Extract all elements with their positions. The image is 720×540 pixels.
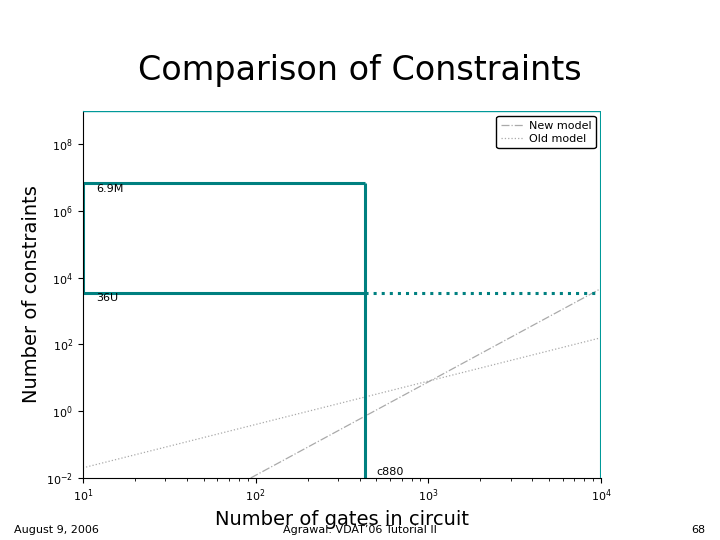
Text: August 9, 2006: August 9, 2006 [14, 524, 99, 535]
Legend: New model, Old model: New model, Old model [496, 116, 595, 148]
Old model [455, 370, 464, 376]
Text: 6.9M: 6.9M [96, 184, 124, 194]
Old model [248, 422, 256, 429]
Text: Agrawal: VDAT’06 Tutorial II: Agrawal: VDAT’06 Tutorial II [283, 524, 437, 535]
Text: c880: c880 [377, 467, 404, 477]
Text: Comparison of Constraints: Comparison of Constraints [138, 54, 582, 87]
New model [284, 455, 292, 461]
Y-axis label: Number of constraints: Number of constraints [22, 185, 40, 403]
New model [597, 285, 606, 292]
Old model [453, 370, 462, 377]
Old model [78, 464, 87, 471]
New model [248, 474, 256, 481]
New model [141, 532, 150, 538]
Line: Old model: Old model [83, 338, 601, 468]
Old model [284, 413, 292, 420]
New model [453, 363, 462, 370]
New model [455, 362, 464, 368]
New model [405, 389, 413, 396]
Old model [405, 383, 413, 389]
Text: 68: 68 [691, 524, 706, 535]
Old model [141, 449, 150, 455]
Line: New model: New model [83, 288, 601, 540]
X-axis label: Number of gates in circuit: Number of gates in circuit [215, 510, 469, 529]
Text: 36U: 36U [96, 293, 119, 303]
Old model [597, 334, 606, 341]
